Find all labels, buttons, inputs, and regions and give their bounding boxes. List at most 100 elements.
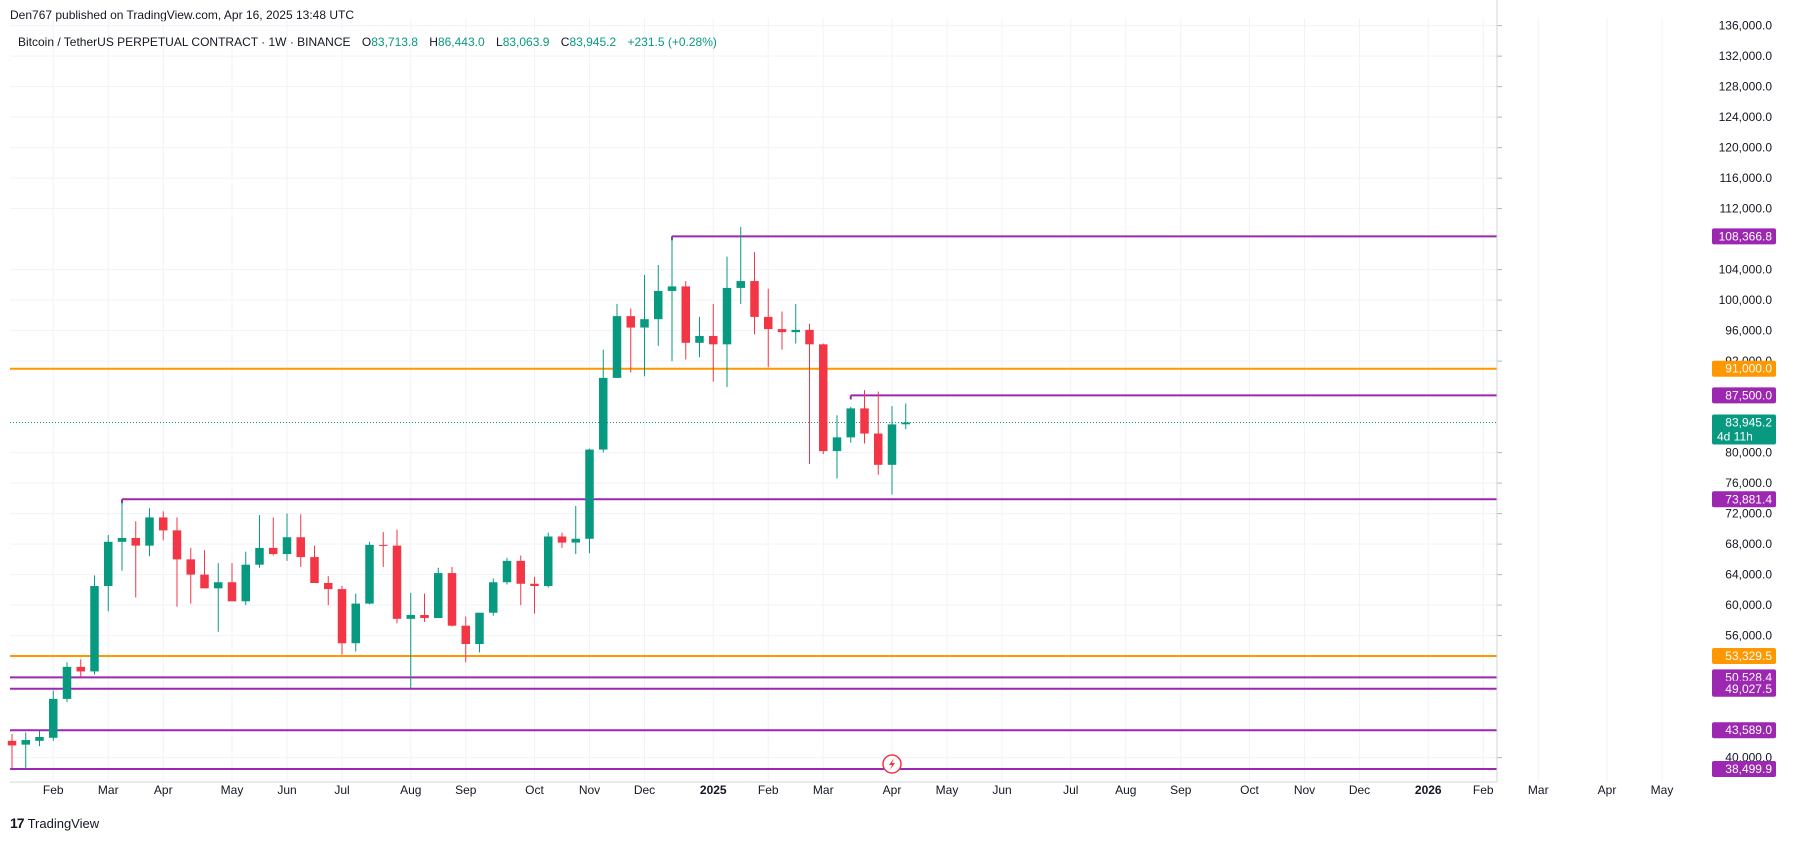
tradingview-logo-icon: 17 [10,815,25,831]
candle-body [227,582,237,602]
x-tick-label: Oct [525,783,544,797]
symbol-legend[interactable]: Bitcoin / TetherUS PERPETUAL CONTRACT · … [18,35,717,49]
level-price-tag [1712,647,1776,664]
symbol-title[interactable]: Bitcoin / TetherUS PERPETUAL CONTRACT · … [18,35,351,49]
candle-body [667,286,677,291]
candle-body [777,329,787,333]
x-tick-label: Feb [43,783,64,797]
footer-brand[interactable]: 17 TradingView [10,815,99,831]
candle-body [186,559,195,575]
level-price-tag [1712,491,1776,508]
candle-body [860,408,869,434]
candle-body [310,557,319,583]
candle-body [516,560,525,584]
level-price-label: 73,881.4 [1725,492,1772,506]
candle-body [764,316,773,330]
x-tick-label: Mar [98,783,119,797]
grid-lines [10,18,1663,782]
y-tick-label: 100,000.0 [1719,293,1773,307]
level-price-tag [1712,387,1776,404]
level-price-label: 43,589.0 [1725,723,1772,737]
x-tick-label: Nov [1294,783,1315,797]
candle-body [887,424,897,465]
candle-body [21,740,30,745]
level-price-label: 91,000.0 [1725,362,1772,376]
candle-body [214,582,223,589]
candle-body [62,666,72,699]
x-tick-label: May [936,783,959,797]
candle-body [49,698,58,738]
countdown-label: 4d 11h [1717,430,1753,444]
candle-body [296,537,305,558]
x-tick-label: 2026 [1415,783,1442,797]
x-tick-label: Oct [1240,783,1259,797]
time-axis[interactable]: Feb Mar Apr May Jun Jul Aug Sep Oct Nov Dec 2025 Feb… [10,781,1673,797]
high-value: 86,443.0 [437,35,485,49]
candle-body [489,582,498,613]
x-tick-label: Apr [154,783,173,797]
candle-body [379,544,388,546]
publisher-line: Den767 published on TradingView.com, Apr… [10,8,355,22]
candle-body [544,536,553,587]
candle-body [846,408,855,438]
candle-body [640,319,649,328]
x-tick-label: Aug [400,783,421,797]
x-tick-label: Feb [1473,783,1494,797]
low-label: L [496,35,503,49]
candle-body [626,316,635,328]
candle-body [255,547,264,565]
y-tick-label: 72,000.0 [1725,507,1772,521]
candle-body [722,287,732,345]
x-tick-label: Apr [883,783,902,797]
candle-body [736,281,745,288]
y-tick-label: 64,000.0 [1725,568,1772,582]
candle-body [282,537,292,555]
y-tick-label: 104,000.0 [1719,263,1773,277]
x-tick-label: 2025 [700,783,727,797]
candle-body [351,603,360,644]
candle-body [695,335,704,343]
candle-body [392,545,402,619]
y-tick-label: 132,000.0 [1719,49,1773,63]
candle-body [269,547,278,555]
candle-body [557,536,567,543]
open-label: O [361,35,372,49]
candle-body [475,612,484,644]
last-price-label: 83,945.2 [1725,416,1772,430]
x-tick-label: May [221,783,244,797]
x-tick-label: Jul [1063,783,1078,797]
candle-body [420,615,429,619]
x-tick-label: Dec [634,783,655,797]
candle-body [681,286,690,343]
candle-body [612,316,622,378]
candles [7,226,910,770]
level-price-label: 108,366.8 [1719,229,1773,243]
candle-body [406,615,415,619]
change-value: +231.5 (+0.28%) [627,35,717,49]
candle-body [461,625,470,644]
y-tick-label: 112,000.0 [1720,202,1773,216]
level-price-tag [1712,761,1776,778]
candle-body [571,538,580,543]
candle-body [145,517,154,546]
last-price-tag [1712,414,1776,445]
candle-body [901,422,910,425]
candle-body [791,329,800,333]
candle-body [365,544,374,604]
candle-body [35,737,44,741]
candle-body [434,573,443,619]
x-tick-label: Mar [813,783,834,797]
level-price-tag [1712,360,1776,377]
candle-body [90,586,99,672]
y-tick-label: 116,000.0 [1720,171,1773,185]
y-tick-label: 120,000.0 [1719,141,1773,155]
y-tick-label: 68,000.0 [1725,537,1772,551]
high-label: H [429,35,438,49]
candle-body [117,538,127,542]
level-price-label: 53,329.5 [1725,649,1772,663]
x-tick-label: Aug [1115,783,1136,797]
x-tick-label: Feb [758,783,779,797]
candle-body [585,449,594,539]
price-axis[interactable]: 40,000.056,000.060,000.064,000.068,000.0… [1496,0,1776,782]
